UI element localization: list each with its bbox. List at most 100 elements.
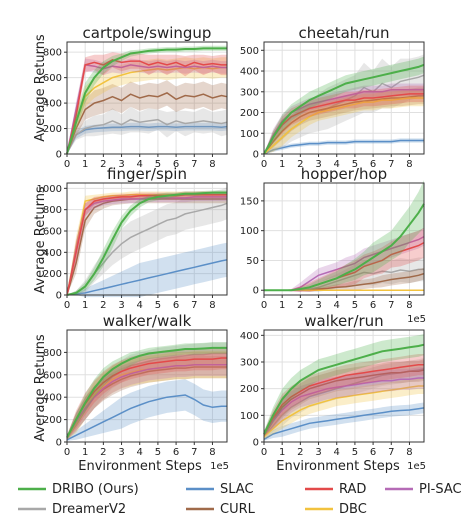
x-tick-label: 2 — [297, 159, 303, 170]
band-slac — [67, 242, 227, 298]
x-tick-label: 6 — [370, 300, 376, 311]
x-tick-label: 1 — [279, 447, 285, 458]
x-tick-label: 4 — [137, 300, 143, 311]
x-tick-label: 3 — [315, 447, 321, 458]
y-tick-label: 800 — [43, 48, 62, 59]
y-tick-label: 0 — [253, 286, 259, 297]
subplot-walker-run: 0 1 2 3 4 5 6 7 8 0 100 200 300 400 walker/run 1e5 — [240, 312, 426, 472]
line-dribo-ours — [263, 343, 425, 435]
band-dreamerv2 — [67, 342, 227, 440]
line-rad — [66, 357, 227, 438]
y-tick-label: 400 — [43, 393, 62, 404]
x-tick-label: 7 — [191, 447, 197, 458]
line-pi-sac — [66, 64, 227, 154]
band-curl — [264, 359, 424, 438]
y-tick-label: 400 — [240, 67, 259, 78]
band-dreamerv2 — [67, 106, 227, 154]
legend-label-curl: CURL — [220, 502, 256, 517]
x-tick-label: 2 — [297, 300, 303, 311]
line-rad — [263, 363, 424, 435]
plot-frame — [66, 182, 228, 296]
subplot-title: finger/spin — [107, 165, 187, 183]
line-rad — [66, 58, 227, 154]
subplot-cheetah-run: 0 1 2 3 4 5 6 7 8 0 100 200 300 400 500 cheetah/run — [240, 24, 425, 170]
y-tick-label: 600 — [43, 227, 62, 238]
x-tick-label: 2 — [100, 159, 106, 170]
x-tick-label: 1 — [279, 300, 285, 311]
line-dribo-ours — [66, 47, 227, 154]
x-tick-label: 4 — [137, 447, 143, 458]
line-slac — [66, 125, 228, 154]
line-dribo-ours — [263, 63, 425, 155]
line-slac — [263, 407, 425, 440]
legend-label-dreamerv2: DreamerV2 — [52, 502, 126, 517]
y-tick-label: 500 — [240, 46, 259, 57]
x-tick-label: 1 — [82, 159, 88, 170]
xlabel-right: Environment Steps — [276, 459, 400, 474]
x-tick-label: 3 — [315, 159, 321, 170]
x-tick-label: 6 — [370, 447, 376, 458]
x-tick-label: 7 — [191, 300, 197, 311]
subplot-title: cheetah/run — [298, 24, 389, 42]
x-tick-label: 8 — [406, 159, 412, 170]
y-tick-label: 400 — [43, 248, 62, 259]
x-tick-label: 4 — [334, 159, 340, 170]
y-tick-label: 100 — [240, 226, 259, 237]
band-dribo-ours — [264, 56, 424, 154]
y-tick-label: 300 — [240, 87, 259, 98]
band-dribo-ours — [264, 180, 424, 291]
y-tick-label: 300 — [240, 358, 259, 369]
line-curl — [263, 369, 425, 436]
x-tick-label: 3 — [118, 447, 124, 458]
band-pi-sac — [264, 83, 424, 154]
x-tick-label: 2 — [297, 447, 303, 458]
line-rad — [66, 193, 227, 296]
line-dribo-ours — [66, 191, 227, 296]
plot-area — [67, 42, 227, 154]
subplot-title: walker/run — [304, 312, 383, 330]
ylabel-top: Average Returns — [33, 34, 48, 142]
x-exponent-label: 1e5 — [210, 461, 229, 472]
y-tick-label: 0 — [56, 438, 62, 449]
x-tick-label: 0 — [261, 159, 267, 170]
x-tick-label: 8 — [209, 159, 215, 170]
subplot-walker-walk: 0 1 2 3 4 5 6 7 8 0 200 400 600 800 walker/walk 1e5 — [43, 312, 229, 472]
y-tick-label: 150 — [240, 196, 259, 207]
line-slac — [66, 259, 228, 296]
band-dribo-ours — [67, 190, 227, 295]
y-tick-label: 1000 — [37, 184, 62, 195]
subplot-title: hopper/hop — [301, 165, 387, 183]
y-tick-label: 600 — [43, 73, 62, 84]
band-curl — [264, 87, 424, 154]
x-tick-label: 5 — [352, 300, 358, 311]
plot-frame — [263, 41, 425, 155]
subplot-title: cartpole/swingup — [83, 24, 212, 42]
x-tick-label: 5 — [155, 300, 161, 311]
y-tick-label: 200 — [43, 269, 62, 280]
x-tick-label: 3 — [118, 300, 124, 311]
x-tick-label: 7 — [388, 300, 394, 311]
subplot-hopper-hop: 0 1 2 3 4 5 6 7 8 0 50 100 150 hopper/hop 1e5 — [240, 165, 426, 325]
y-tick-label: 200 — [240, 384, 259, 395]
ylabel-middle: Average Returns — [33, 186, 48, 294]
band-slac — [67, 379, 227, 441]
x-tick-label: 8 — [209, 300, 215, 311]
x-tick-label: 7 — [191, 159, 197, 170]
y-tick-label: 0 — [56, 291, 62, 302]
x-tick-label: 0 — [261, 447, 267, 458]
band-pi-sac — [67, 58, 227, 154]
band-dribo-ours — [67, 342, 227, 440]
line-dreamerv2 — [66, 118, 228, 154]
x-tick-label: 4 — [334, 447, 340, 458]
x-tick-label: 5 — [155, 447, 161, 458]
y-tick-label: 800 — [43, 348, 62, 359]
line-slac — [66, 394, 227, 441]
x-tick-label: 5 — [352, 447, 358, 458]
x-tick-label: 6 — [173, 159, 179, 170]
line-dbc — [263, 97, 424, 155]
legend: DRIBO (Ours) SLAC RAD PI-SAC DreamerV2 CURL DB… — [18, 482, 462, 517]
plot-frame — [66, 329, 228, 443]
y-tick-label: 200 — [43, 124, 62, 135]
